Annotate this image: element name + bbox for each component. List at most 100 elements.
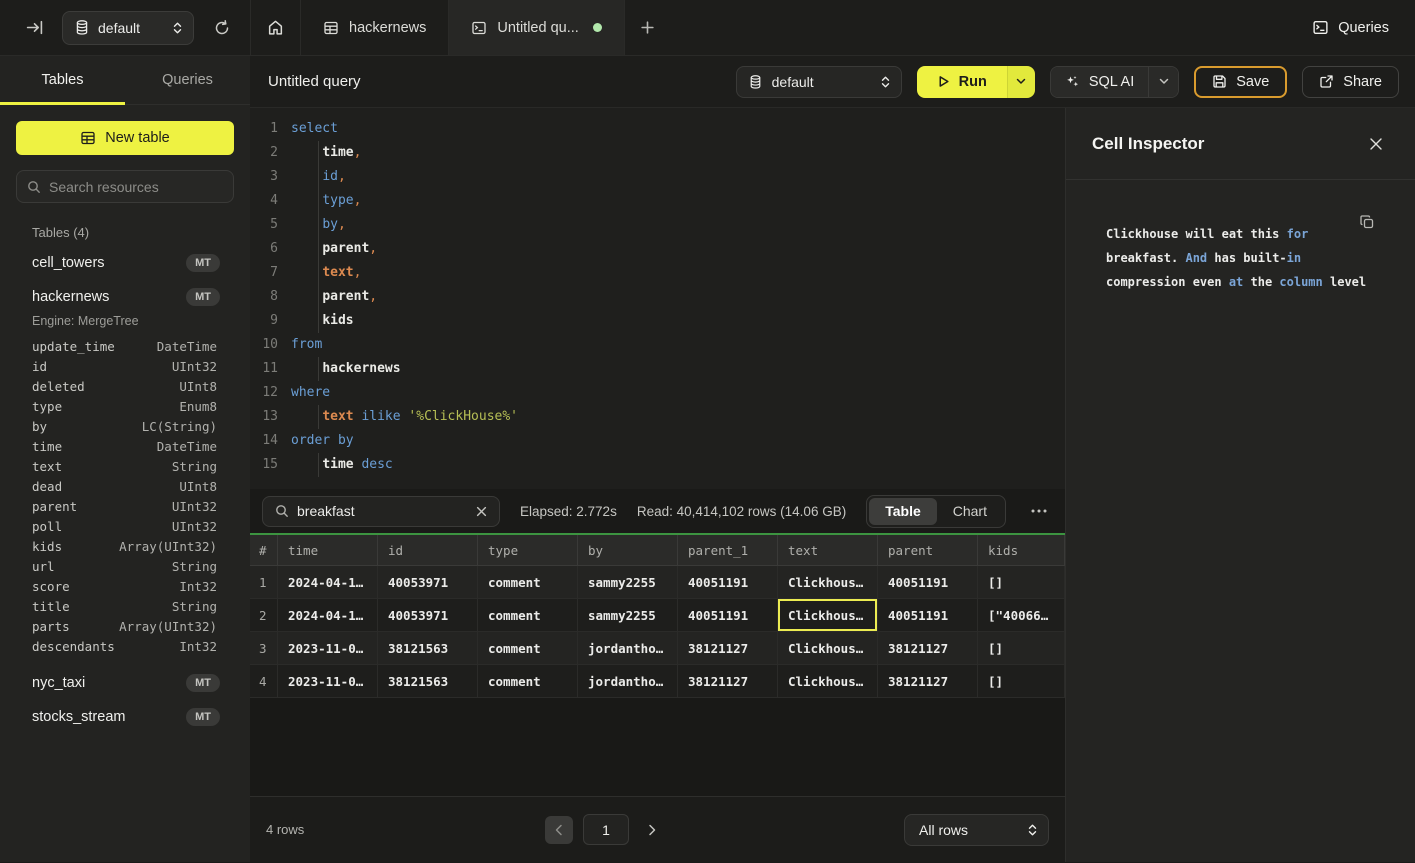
table-cell[interactable]: 40051191 bbox=[878, 566, 978, 599]
table-cell[interactable]: ["40066964… bbox=[978, 599, 1065, 632]
code-line[interactable]: 7 text, bbox=[250, 261, 1065, 285]
code-line[interactable]: 9 kids bbox=[250, 309, 1065, 333]
sidebar-item-nyc-taxi[interactable]: nyc_taxi MT bbox=[32, 666, 234, 700]
table-cell[interactable]: Clickhouse… bbox=[778, 665, 878, 698]
table-cell[interactable]: 38121127 bbox=[878, 632, 978, 665]
code-line[interactable]: 13 text ilike '%ClickHouse%' bbox=[250, 405, 1065, 429]
table-cell[interactable]: comment bbox=[478, 632, 578, 665]
row-number-cell[interactable]: 1 bbox=[250, 566, 278, 599]
schema-column-row[interactable]: byLC(String) bbox=[32, 416, 234, 436]
schema-column-row[interactable]: textString bbox=[32, 456, 234, 476]
save-button[interactable]: Save bbox=[1194, 66, 1287, 98]
table-cell[interactable]: 2024-04-16… bbox=[278, 599, 378, 632]
schema-column-row[interactable]: parentUInt32 bbox=[32, 496, 234, 516]
results-search[interactable] bbox=[262, 496, 500, 527]
table-cell[interactable]: 38121127 bbox=[678, 665, 778, 698]
schema-column-row[interactable]: deletedUInt8 bbox=[32, 376, 234, 396]
column-header[interactable]: id bbox=[378, 535, 478, 566]
schema-column-row[interactable]: urlString bbox=[32, 556, 234, 576]
refresh-icon[interactable] bbox=[208, 14, 236, 42]
table-cell[interactable]: 40053971 bbox=[378, 599, 478, 632]
schema-column-row[interactable]: update_timeDateTime bbox=[32, 336, 234, 356]
new-tab-button[interactable] bbox=[625, 0, 671, 55]
code-line[interactable]: 12where bbox=[250, 381, 1065, 405]
table-cell[interactable]: comment bbox=[478, 566, 578, 599]
column-header[interactable]: parent bbox=[878, 535, 978, 566]
code-line[interactable]: 2 time, bbox=[250, 141, 1065, 165]
code-line[interactable]: 8 parent, bbox=[250, 285, 1065, 309]
table-cell[interactable]: sammy2255 bbox=[578, 566, 678, 599]
column-header[interactable]: time bbox=[278, 535, 378, 566]
code-line[interactable]: 14order by bbox=[250, 429, 1065, 453]
new-table-button[interactable]: New table bbox=[16, 121, 234, 155]
sidebar-search[interactable] bbox=[16, 170, 234, 203]
copy-icon[interactable] bbox=[1359, 214, 1375, 230]
share-button[interactable]: Share bbox=[1302, 66, 1399, 98]
close-icon[interactable] bbox=[1363, 131, 1389, 157]
code-line[interactable]: 1select bbox=[250, 117, 1065, 141]
tab-home[interactable] bbox=[250, 0, 300, 55]
database-selector[interactable]: default bbox=[62, 11, 194, 45]
run-button[interactable]: Run bbox=[917, 66, 1007, 98]
view-toggle-chart[interactable]: Chart bbox=[937, 498, 1003, 525]
next-page-button[interactable] bbox=[639, 816, 665, 844]
schema-column-row[interactable]: descendantsInt32 bbox=[32, 636, 234, 656]
sidebar-tab-queries[interactable]: Queries bbox=[125, 56, 250, 104]
sidebar-item-cell-towers[interactable]: cell_towers MT bbox=[32, 246, 234, 280]
sql-editor[interactable]: 1select2 time,3 id,4 type,5 by,6 parent,… bbox=[250, 108, 1065, 489]
table-cell[interactable]: 38121563 bbox=[378, 665, 478, 698]
table-cell[interactable]: 2024-04-16… bbox=[278, 566, 378, 599]
table-cell[interactable]: sammy2255 bbox=[578, 599, 678, 632]
column-header[interactable]: type bbox=[478, 535, 578, 566]
table-cell[interactable]: jordanthoms bbox=[578, 632, 678, 665]
page-number-input[interactable]: 1 bbox=[583, 814, 629, 845]
run-options-button[interactable] bbox=[1007, 66, 1035, 98]
table-cell[interactable]: comment bbox=[478, 665, 578, 698]
code-line[interactable]: 3 id, bbox=[250, 165, 1065, 189]
clear-search-icon[interactable] bbox=[476, 506, 487, 517]
tab-hackernews[interactable]: hackernews bbox=[300, 0, 448, 55]
code-line[interactable]: 10from bbox=[250, 333, 1065, 357]
table-cell[interactable]: 40051191 bbox=[678, 599, 778, 632]
schema-column-row[interactable]: titleString bbox=[32, 596, 234, 616]
row-number-cell[interactable]: 4 bbox=[250, 665, 278, 698]
sql-ai-button[interactable]: SQL AI bbox=[1051, 67, 1148, 97]
column-header[interactable]: parent_1 bbox=[678, 535, 778, 566]
table-cell[interactable]: 38121127 bbox=[678, 632, 778, 665]
row-number-cell[interactable]: 2 bbox=[250, 599, 278, 632]
page-size-selector[interactable]: All rows bbox=[904, 814, 1049, 846]
table-cell[interactable]: Clickhouse… bbox=[778, 632, 878, 665]
schema-column-row[interactable]: timeDateTime bbox=[32, 436, 234, 456]
previous-page-button[interactable] bbox=[545, 816, 573, 844]
view-toggle-table[interactable]: Table bbox=[869, 498, 937, 525]
table-cell[interactable]: 2023-11-02… bbox=[278, 665, 378, 698]
sidebar-item-stocks-stream[interactable]: stocks_stream MT bbox=[32, 700, 234, 734]
sidebar-tab-tables[interactable]: Tables bbox=[0, 56, 125, 104]
code-line[interactable]: 6 parent, bbox=[250, 237, 1065, 261]
table-cell[interactable]: jordanthoms bbox=[578, 665, 678, 698]
code-line[interactable]: 5 by, bbox=[250, 213, 1065, 237]
tab-untitled-query[interactable]: Untitled qu... bbox=[448, 0, 624, 55]
table-cell[interactable]: 38121127 bbox=[878, 665, 978, 698]
schema-column-row[interactable]: deadUInt8 bbox=[32, 476, 234, 496]
table-cell[interactable]: Clickhouse… bbox=[778, 599, 878, 632]
more-options-icon[interactable] bbox=[1026, 509, 1053, 513]
column-header[interactable]: # bbox=[250, 535, 278, 566]
sql-ai-options-button[interactable] bbox=[1148, 67, 1178, 97]
column-header[interactable]: text bbox=[778, 535, 878, 566]
column-header[interactable]: kids bbox=[978, 535, 1065, 566]
table-cell[interactable]: [] bbox=[978, 632, 1065, 665]
schema-column-row[interactable]: pollUInt32 bbox=[32, 516, 234, 536]
sidebar-item-hackernews[interactable]: hackernews MT bbox=[32, 280, 234, 314]
collapse-sidebar-icon[interactable] bbox=[20, 14, 48, 42]
table-cell[interactable]: 40053971 bbox=[378, 566, 478, 599]
table-cell[interactable]: 40051191 bbox=[878, 599, 978, 632]
queries-button[interactable]: Queries bbox=[1312, 19, 1389, 36]
schema-column-row[interactable]: typeEnum8 bbox=[32, 396, 234, 416]
table-cell[interactable]: Clickhouse… bbox=[778, 566, 878, 599]
schema-column-row[interactable]: partsArray(UInt32) bbox=[32, 616, 234, 636]
schema-column-row[interactable]: idUInt32 bbox=[32, 356, 234, 376]
table-cell[interactable]: [] bbox=[978, 665, 1065, 698]
search-resources-input[interactable] bbox=[49, 179, 230, 195]
results-search-input[interactable] bbox=[297, 503, 468, 519]
